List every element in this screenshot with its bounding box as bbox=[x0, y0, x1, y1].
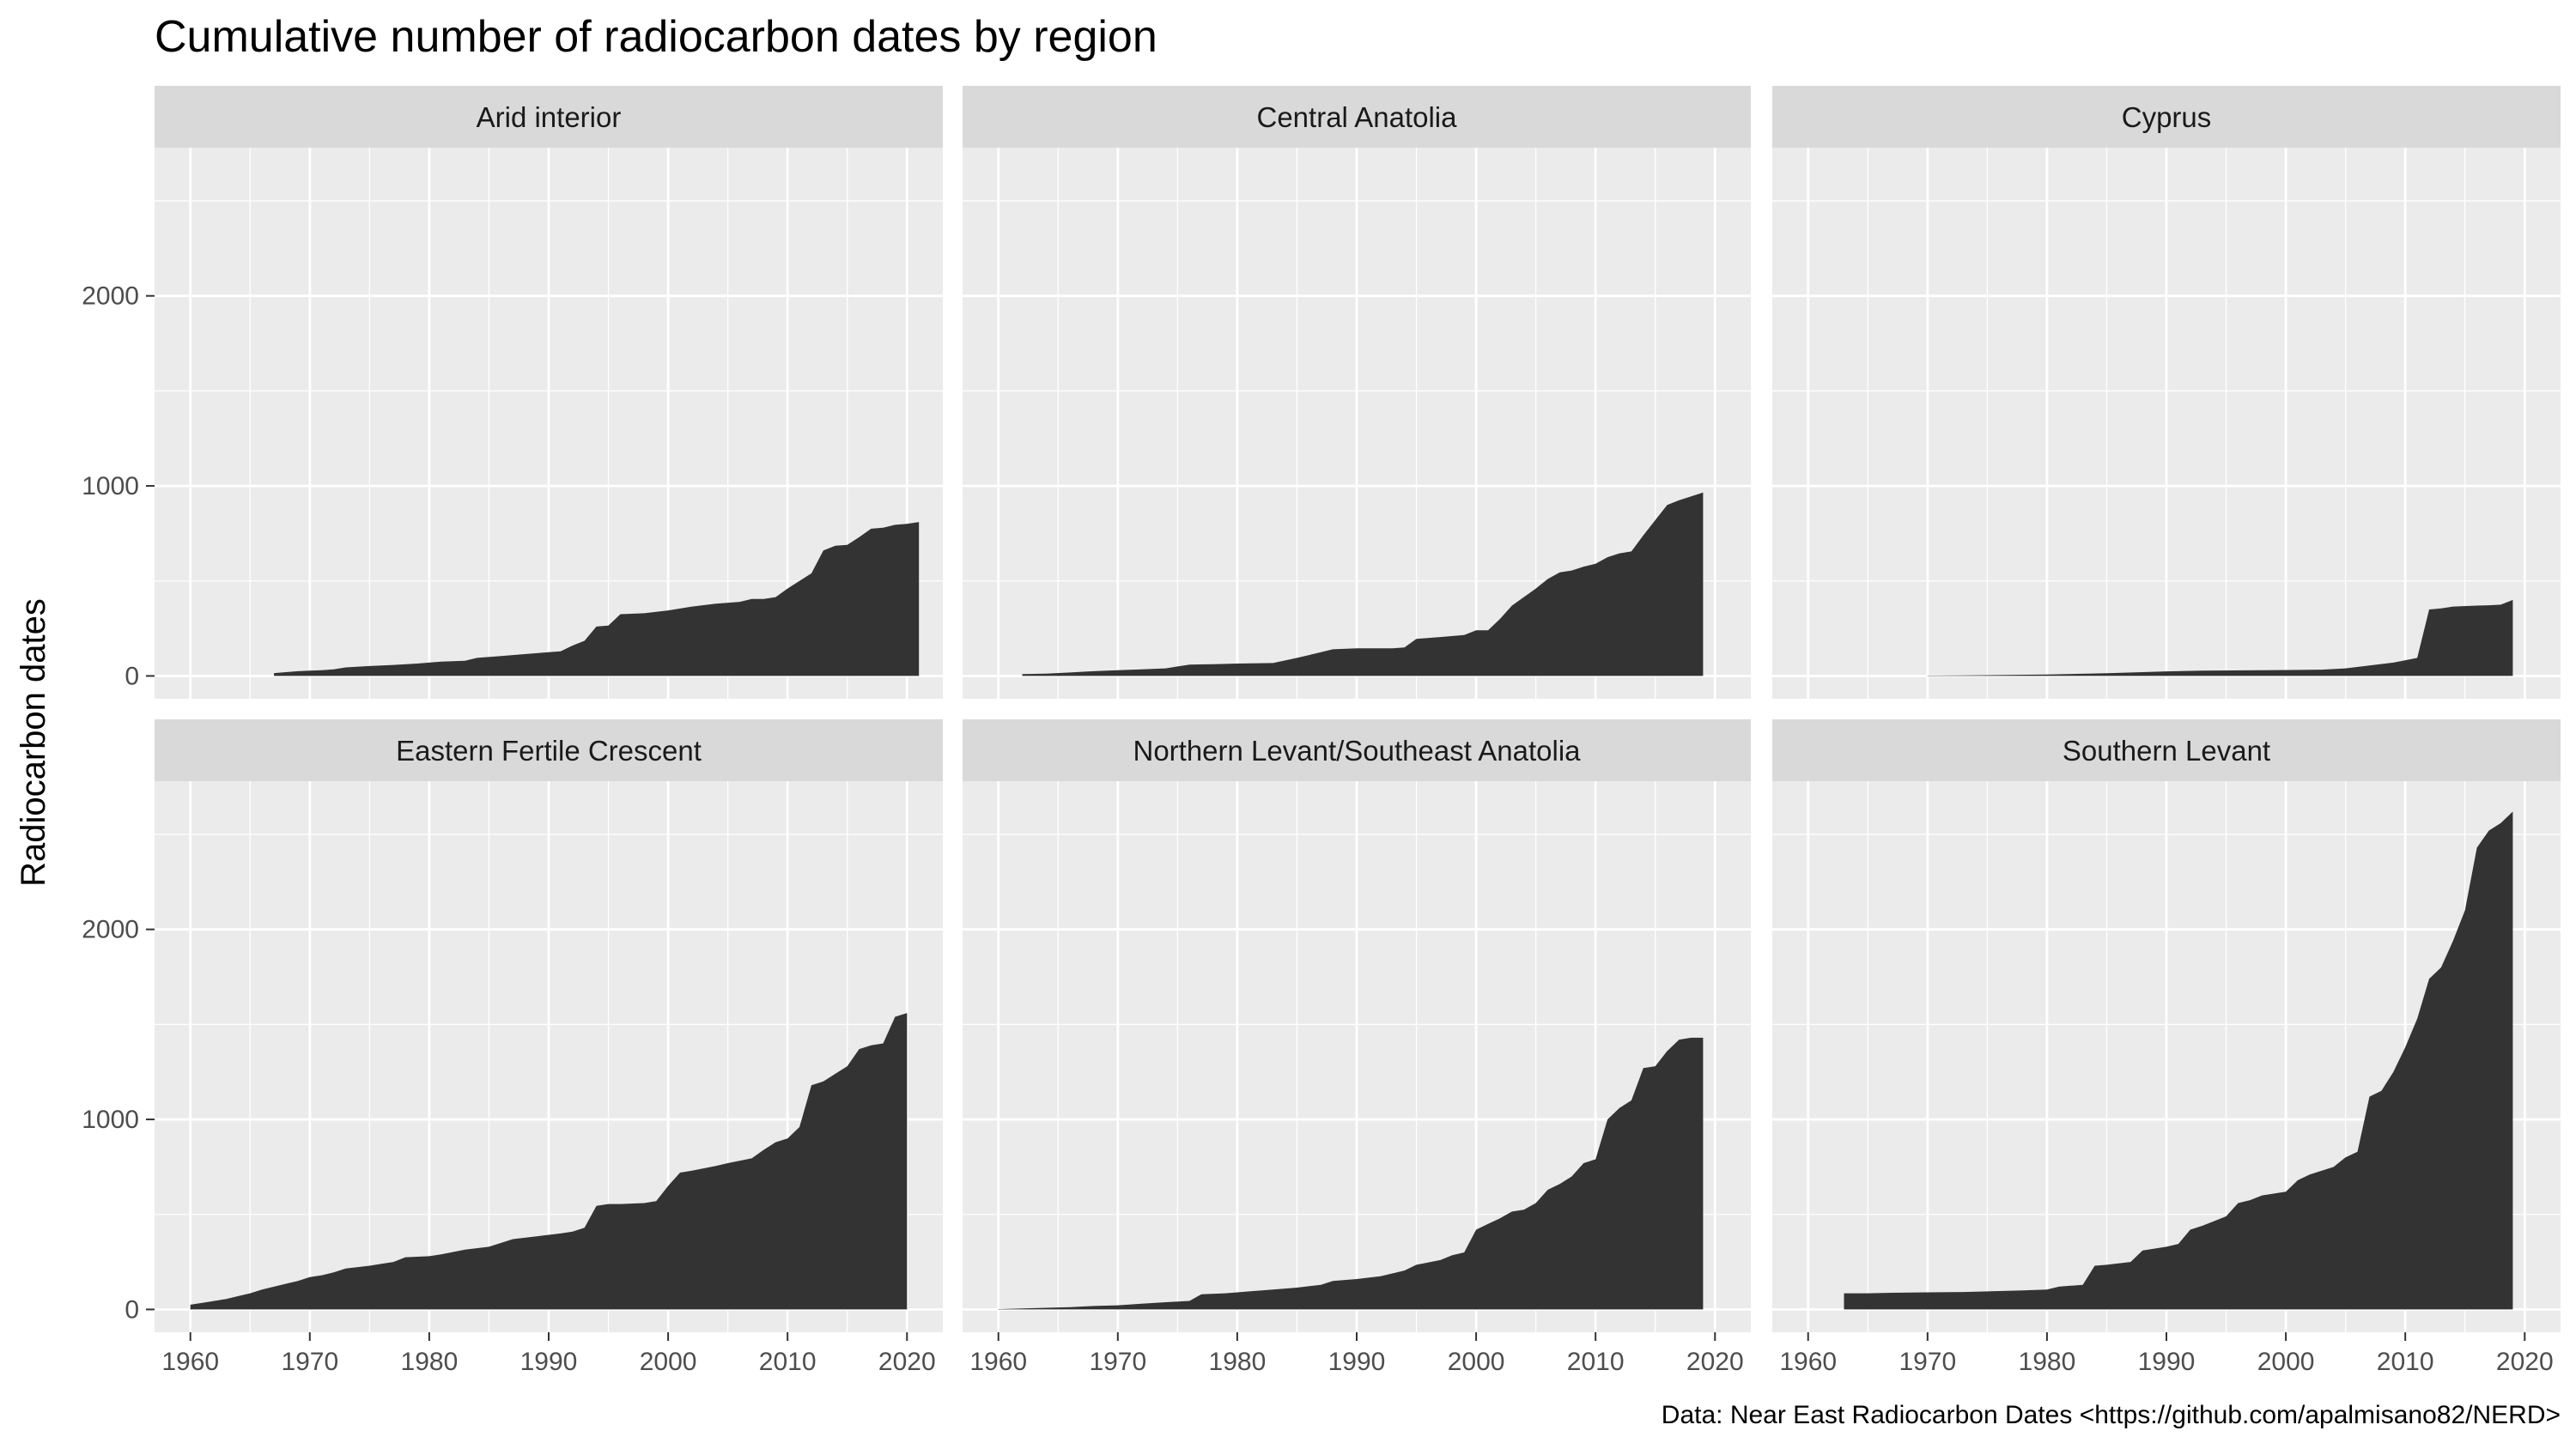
facet-strip bbox=[1772, 719, 2561, 781]
facet-strip bbox=[963, 719, 1751, 781]
facet-arid-interior: Arid interior 0 1000 2000 bbox=[82, 86, 943, 699]
y-tick-label: 2000 bbox=[82, 282, 139, 311]
x-tick-label: 1990 bbox=[1328, 1348, 1386, 1376]
x-tick-label: 1970 bbox=[281, 1348, 338, 1376]
x-tick-label: 1980 bbox=[401, 1348, 459, 1376]
x-tick-label: 1970 bbox=[1089, 1348, 1146, 1376]
x-tick-label: 2000 bbox=[640, 1348, 697, 1376]
facet-strip bbox=[963, 86, 1751, 148]
x-tick-label: 1960 bbox=[969, 1348, 1027, 1376]
facet-southern-levant: Southern Levant 1960 1970 1980 1990 2000 2010 2… bbox=[1772, 719, 2561, 1376]
facet-label: Eastern Fertile Crescent bbox=[396, 735, 702, 767]
x-tick-label: 1980 bbox=[2019, 1348, 2076, 1376]
y-tick-label: 0 bbox=[125, 662, 139, 690]
facet-label: Arid interior bbox=[477, 101, 622, 133]
chart-caption: Data: Near East Radiocarbon Dates <https… bbox=[1662, 1401, 2561, 1429]
y-tick-label: 1000 bbox=[82, 472, 139, 500]
facet-label: Southern Levant bbox=[2063, 735, 2270, 767]
y-tick-label: 0 bbox=[125, 1295, 139, 1324]
y-tick-label: 2000 bbox=[82, 916, 139, 944]
facet-label: Cyprus bbox=[2122, 101, 2212, 133]
x-tick-label: 2010 bbox=[759, 1348, 817, 1376]
facet-panels: Arid interior 0 1000 2000 Central Anatolia Cy… bbox=[82, 86, 2561, 1376]
x-tick-label: 1980 bbox=[1209, 1348, 1267, 1376]
x-tick-label: 2020 bbox=[878, 1348, 936, 1376]
area-series bbox=[274, 522, 920, 676]
chart-title: Cumulative number of radiocarbon dates b… bbox=[155, 12, 1157, 62]
facet-northern-levant-southeast-anatolia: Northern Levant/Southeast Anatolia 1960 19… bbox=[963, 719, 1751, 1376]
area-series bbox=[998, 1037, 1704, 1310]
x-tick-label: 2000 bbox=[2257, 1348, 2315, 1376]
y-tick-label: 1000 bbox=[82, 1106, 139, 1134]
x-tick-label: 1970 bbox=[1899, 1348, 1956, 1376]
x-tick-label: 1960 bbox=[1779, 1348, 1837, 1376]
x-tick-label: 2020 bbox=[1686, 1348, 1744, 1376]
x-tick-label: 1990 bbox=[2138, 1348, 2196, 1376]
x-tick-label: 2000 bbox=[1448, 1348, 1505, 1376]
facet-eastern-fertile-crescent: Eastern Fertile Crescent 0 1000 2000 1960 197… bbox=[82, 719, 943, 1376]
area-series bbox=[1927, 599, 2513, 676]
x-tick-label: 1960 bbox=[161, 1348, 219, 1376]
facet-label: Northern Levant/Southeast Anatolia bbox=[1133, 735, 1581, 767]
x-tick-label: 2010 bbox=[1567, 1348, 1625, 1376]
x-tick-label: 2010 bbox=[2377, 1348, 2434, 1376]
facet-label: Central Anatolia bbox=[1257, 101, 1458, 133]
facet-strip bbox=[155, 719, 943, 781]
facet-strip bbox=[155, 86, 943, 148]
y-axis-title: Radiocarbon dates bbox=[15, 598, 52, 887]
area-series bbox=[1844, 811, 2513, 1310]
area-series bbox=[1022, 492, 1704, 676]
x-tick-label: 1990 bbox=[520, 1348, 578, 1376]
facet-central-anatolia: Central Anatolia bbox=[963, 86, 1751, 699]
facet-cyprus: Cyprus bbox=[1772, 86, 2561, 699]
area-series bbox=[190, 1013, 908, 1310]
x-tick-label: 2020 bbox=[2496, 1348, 2554, 1376]
facet-strip bbox=[1772, 86, 2561, 148]
